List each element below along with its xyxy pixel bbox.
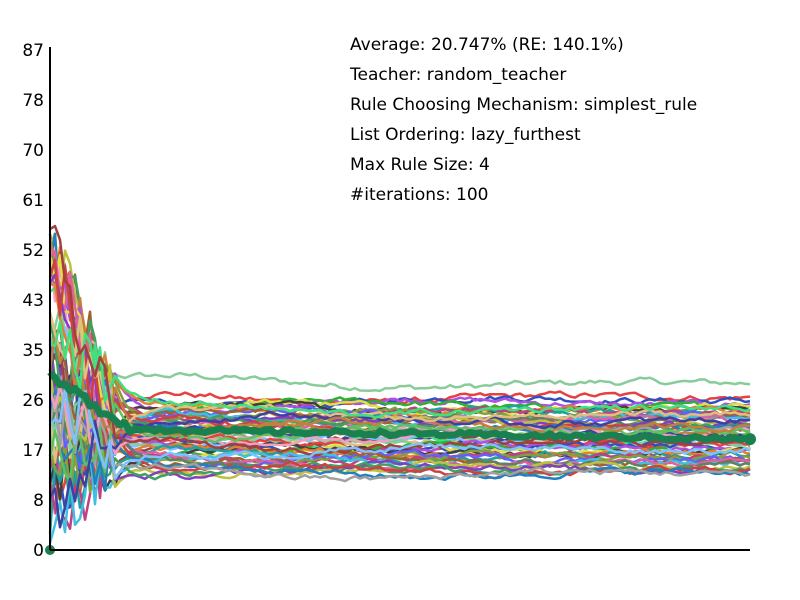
y-tick-label: 8 [33, 491, 44, 511]
info-max-rule-size: Max Rule Size: 4 [350, 155, 490, 175]
series-line [48, 322, 751, 481]
series-layer [48, 224, 751, 544]
y-tick-label: 26 [22, 391, 44, 411]
y-tick-label: 87 [22, 41, 44, 61]
y-tick-label: 61 [22, 191, 44, 211]
y-tick-label: 35 [22, 341, 44, 361]
y-tick-layer: 0 8 17 26 35 43 52 61 70 78 87 [22, 41, 44, 561]
series-line [49, 320, 751, 419]
series-line [49, 224, 751, 457]
series-line [48, 410, 751, 529]
average-series-layer [45, 369, 756, 555]
average-end-marker [744, 433, 756, 446]
info-rule-mechanism: Rule Choosing Mechanism: simplest_rule [350, 95, 697, 115]
series-line [49, 387, 751, 480]
series-line [48, 428, 751, 496]
y-tick-label: 17 [22, 441, 44, 461]
y-tick-label: 78 [22, 91, 44, 111]
series-line [48, 304, 751, 399]
series-line [48, 402, 751, 474]
average-series-line [47, 369, 751, 444]
info-average: Average: 20.747% (RE: 140.1%) [350, 35, 624, 55]
info-teacher: Teacher: random_teacher [349, 65, 566, 85]
y-tick-label: 0 [33, 541, 44, 561]
info-text-block: Average: 20.747% (RE: 140.1%) Teacher: r… [349, 35, 697, 205]
y-tick-label: 52 [22, 241, 44, 261]
series-line [48, 233, 751, 423]
series-line [48, 394, 751, 483]
info-list-ordering: List Ordering: lazy_furthest [350, 125, 581, 145]
info-iterations: #iterations: 100 [350, 185, 489, 205]
series-line [48, 311, 751, 433]
series-line [48, 402, 751, 483]
y-tick-label: 43 [22, 291, 44, 311]
y-tick-label: 70 [22, 141, 44, 161]
